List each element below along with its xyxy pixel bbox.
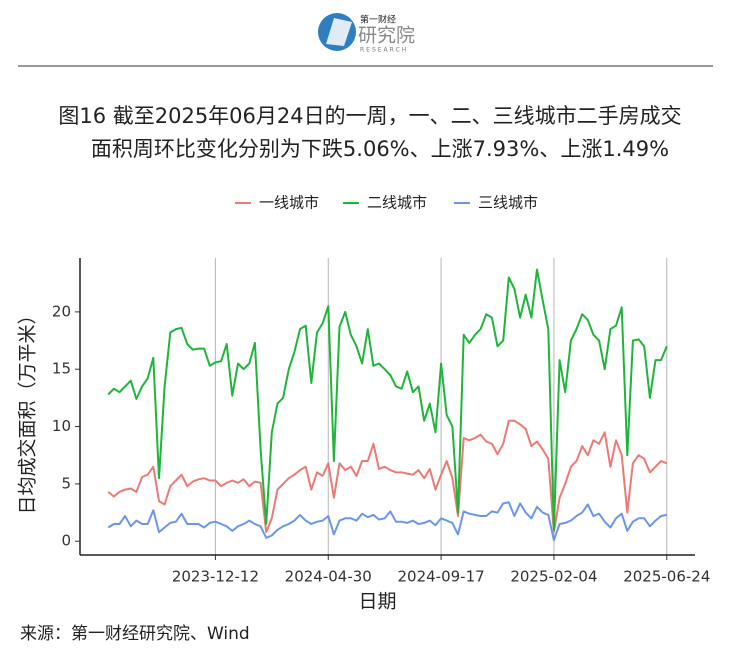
source: 来源：第一财经研究院、Wind: [20, 624, 250, 644]
chart-title: 图16 截至2025年06月24日的一周，一、二、三线城市二手房成交: [58, 104, 681, 128]
x-tick-label: 2024-09-17: [398, 568, 485, 586]
x-tick-label: 2025-02-04: [510, 568, 597, 586]
logo-brand: 第一财经: [360, 14, 396, 26]
y-tick-label: 15: [52, 360, 71, 378]
x-tick-label: 2024-04-30: [285, 568, 372, 586]
logo-shape: [326, 18, 352, 46]
series-line: [107, 268, 668, 531]
series-line: [107, 501, 667, 542]
x-axis-title: 日期: [358, 591, 396, 613]
y-tick-label: 10: [52, 417, 71, 435]
x-tick-label: 2023-12-12: [172, 568, 259, 586]
plot: 2023-12-12 2024-04-30 2024-09-17 2025-02-04…: [17, 194, 711, 613]
legend-label: 二线城市: [367, 194, 427, 212]
x-tick-label: 2025-06-24: [623, 568, 710, 586]
y-tick-label: 5: [61, 474, 71, 492]
legend-label: 一线城市: [259, 194, 319, 212]
chart-title: 面积周环比变化分别为下跌5.06%、上涨7.93%、上涨1.49%: [91, 137, 669, 161]
series-line: [107, 419, 668, 534]
logo-sub: RESEARCH: [360, 47, 408, 54]
legend-label: 三线城市: [478, 194, 538, 212]
logo-name: 研究院: [358, 25, 415, 47]
logo: 第一财经 研究院 RESEARCH: [318, 13, 415, 54]
y-axis-title: 日均成交面积（万平米）: [17, 305, 39, 514]
y-tick-label: 20: [52, 302, 71, 320]
y-tick-label: 0: [61, 532, 71, 550]
